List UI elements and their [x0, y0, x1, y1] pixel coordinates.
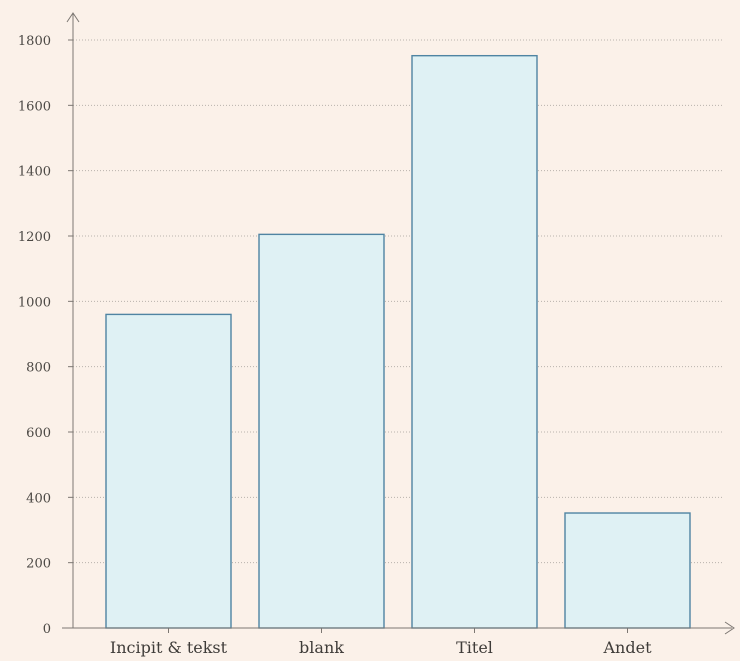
- bar-0: [105, 313, 232, 629]
- bar-1: [258, 233, 385, 629]
- y-tick-label: 200: [26, 557, 51, 572]
- y-tick-label: 400: [26, 491, 51, 506]
- y-tick-label: 600: [26, 426, 51, 441]
- y-tick-label: 1800: [18, 34, 51, 49]
- y-axis-arrow: [66, 12, 80, 23]
- x-category-label: blank: [299, 638, 344, 657]
- bar-layer: [105, 54, 691, 629]
- x-category-label: Andet: [603, 638, 653, 657]
- y-tick-label: 1200: [18, 230, 51, 245]
- y-tick-layer: 0 200 400 600 800 1000 1200 1400 1600 1800: [18, 34, 73, 637]
- bar-2: [411, 54, 538, 629]
- x-axis-arrow: [724, 621, 735, 635]
- axis-layer: [62, 12, 735, 635]
- y-tick-label: 1000: [18, 295, 51, 310]
- y-tick-label: 800: [26, 361, 51, 376]
- x-category-label: Titel: [456, 638, 493, 657]
- y-tick-label: 0: [43, 622, 51, 637]
- x-label-layer: Incipit & tekst blank Titel Andet: [110, 628, 652, 657]
- bar-3: [564, 512, 691, 629]
- x-category-label: Incipit & tekst: [110, 638, 228, 657]
- y-tick-label: 1400: [18, 165, 51, 180]
- y-tick-label: 1600: [18, 99, 51, 114]
